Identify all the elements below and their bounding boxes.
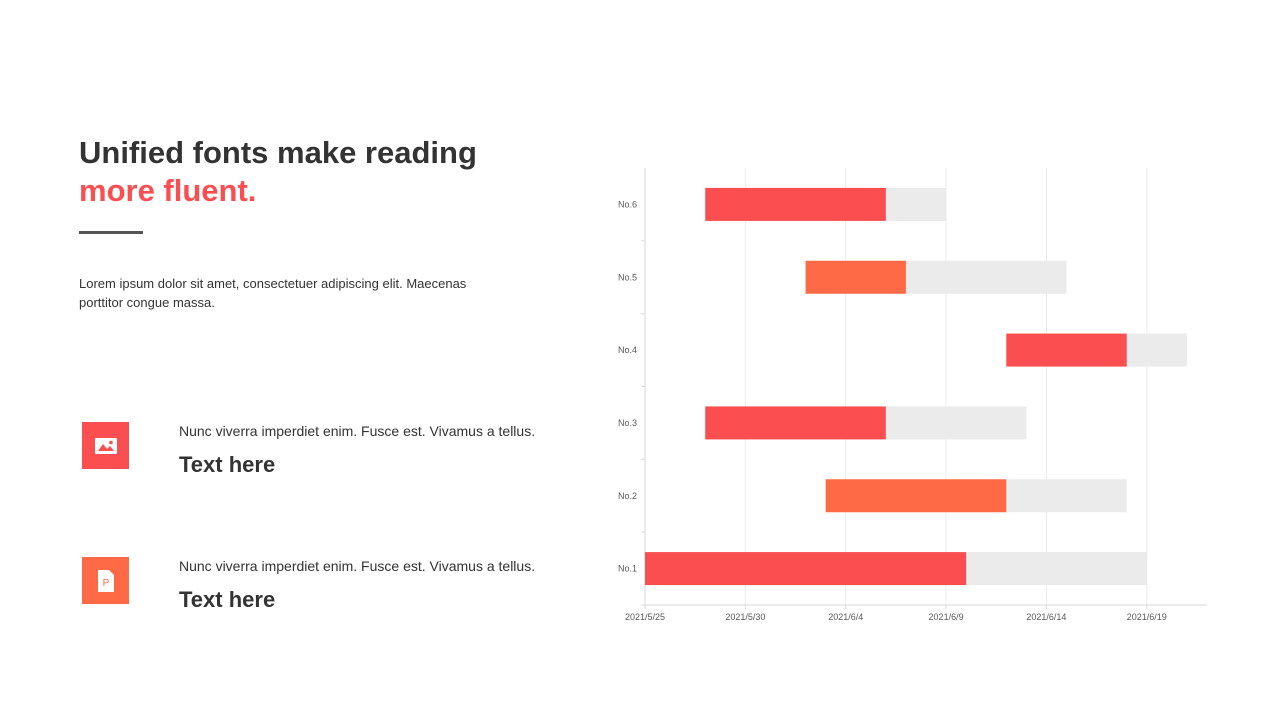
svg-text:P: P (102, 578, 109, 589)
presentation-file-icon: P (82, 557, 129, 604)
bar-remaining (885, 187, 947, 221)
bar-remaining (885, 406, 1027, 440)
x-tick-label: 2021/5/25 (625, 612, 665, 622)
bar-progress (825, 479, 1007, 513)
x-tick-label: 2021/6/14 (1026, 612, 1066, 622)
bar-progress (705, 406, 886, 440)
y-tick-label: No.5 (618, 272, 637, 282)
feature-heading-1: Text here (179, 452, 276, 477)
x-tick-label: 2021/6/19 (1127, 612, 1167, 622)
feature-text-2: Nunc viverra imperdiet enim. Fusce est. … (179, 558, 536, 574)
bar-remaining (905, 260, 1067, 294)
bar-remaining (966, 552, 1147, 586)
y-tick-label: No.4 (618, 345, 637, 355)
y-tick-label: No.3 (618, 418, 637, 428)
bar-progress (645, 552, 967, 586)
lead-paragraph: Lorem ipsum dolor sit amet, consectetuer… (79, 276, 467, 310)
x-tick-label: 2021/6/4 (828, 612, 863, 622)
bar-remaining (1126, 333, 1187, 367)
title-line-1: Unified fonts make reading (79, 135, 477, 170)
bar-progress (1006, 333, 1127, 367)
bar-progress (805, 260, 906, 294)
y-tick-label: No.2 (618, 491, 637, 501)
y-tick-label: No.1 (618, 564, 637, 574)
bar-progress (705, 187, 886, 221)
title-divider (79, 231, 143, 234)
feature-text-1: Nunc viverra imperdiet enim. Fusce est. … (179, 423, 536, 439)
slide-title: Unified fonts make reading more fluent. (79, 134, 477, 210)
y-tick-label: No.6 (618, 199, 637, 209)
x-tick-label: 2021/5/30 (725, 612, 765, 622)
bar-remaining (1006, 479, 1127, 513)
feature-heading-2: Text here (179, 587, 276, 612)
image-icon (82, 422, 129, 469)
title-line-2-accent: more fluent. (79, 173, 257, 208)
x-tick-label: 2021/6/9 (929, 612, 964, 622)
